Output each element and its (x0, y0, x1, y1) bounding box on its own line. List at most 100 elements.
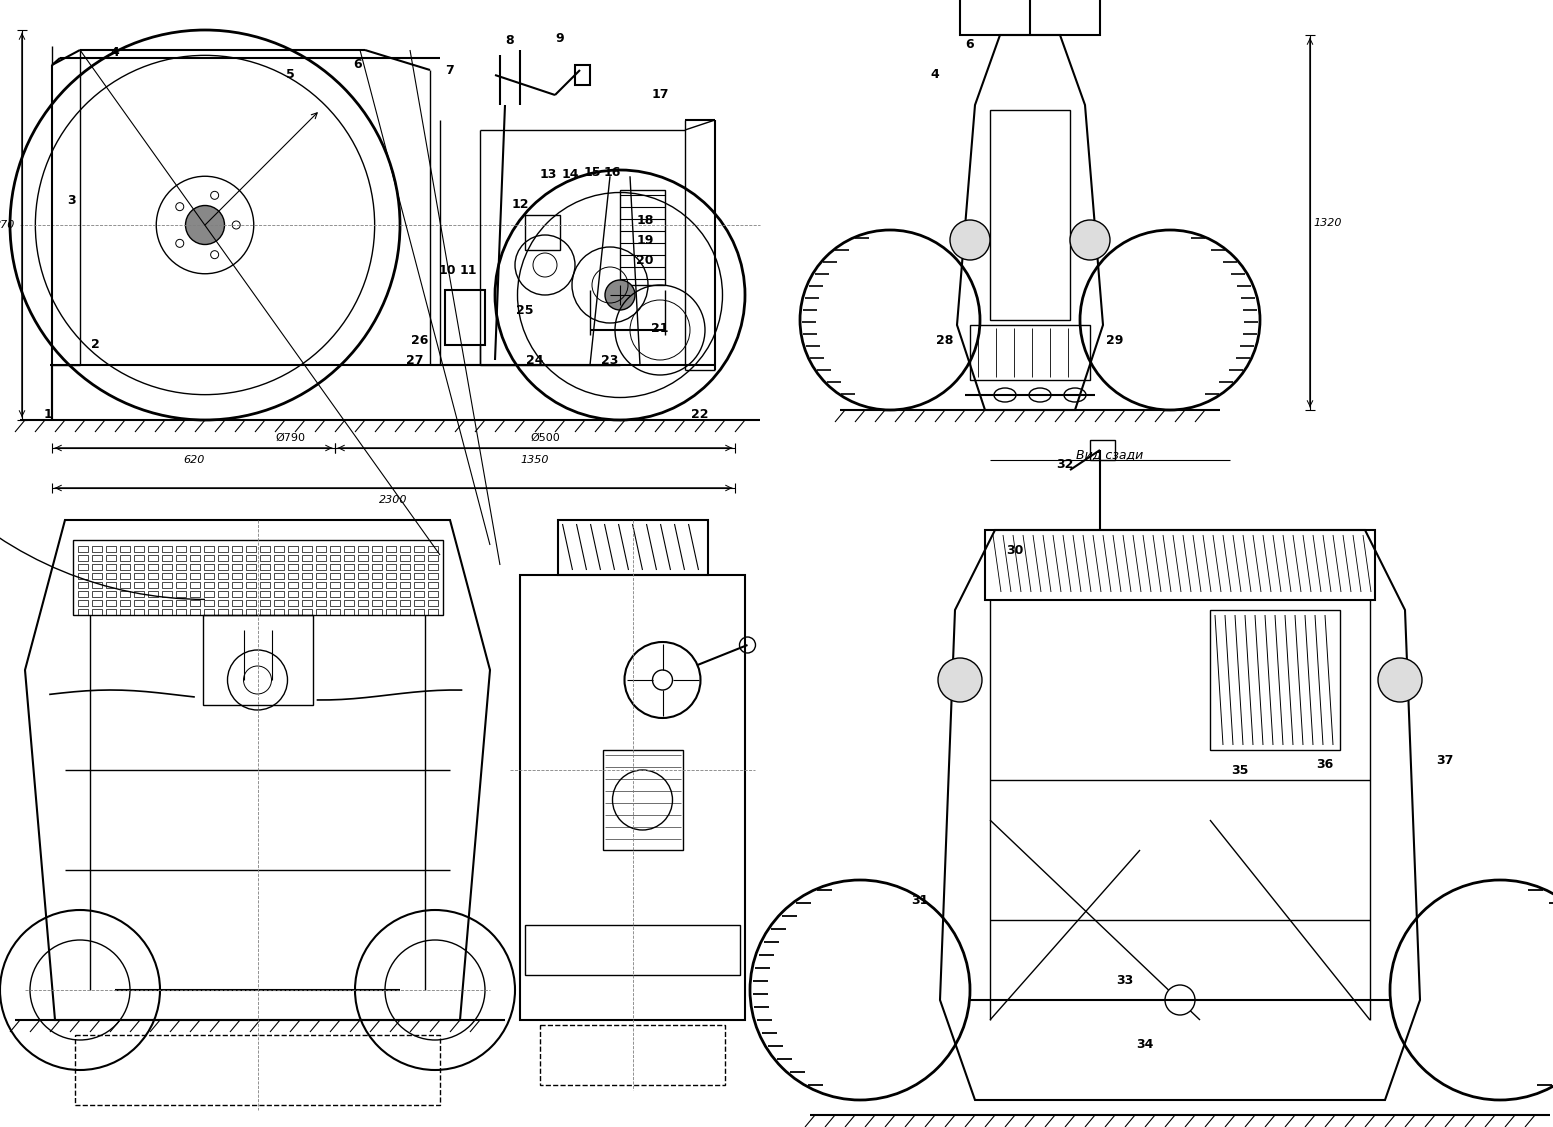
Text: 23: 23 (601, 354, 618, 366)
Bar (175, 591, 185, 597)
Bar (399, 545, 410, 552)
Bar (120, 582, 129, 588)
Text: 36: 36 (1317, 758, 1334, 772)
Circle shape (950, 220, 989, 260)
Bar (343, 600, 354, 606)
Bar (385, 564, 396, 570)
Bar (385, 600, 396, 606)
Bar (231, 554, 242, 561)
Bar (162, 600, 171, 606)
Bar (399, 591, 410, 597)
Bar (175, 564, 185, 570)
Bar (343, 573, 354, 579)
Bar (189, 591, 199, 597)
Bar (217, 545, 227, 552)
Bar (273, 609, 284, 615)
Bar (162, 582, 171, 588)
Text: 6: 6 (966, 38, 974, 52)
Text: 22: 22 (691, 408, 708, 421)
Bar (231, 573, 242, 579)
Bar (189, 573, 199, 579)
Text: 8: 8 (506, 34, 514, 46)
Bar (315, 591, 326, 597)
Bar (371, 564, 382, 570)
Circle shape (1378, 658, 1423, 702)
Bar (189, 609, 199, 615)
Bar (162, 591, 171, 597)
Circle shape (606, 279, 635, 310)
Bar (413, 545, 424, 552)
Bar (189, 600, 199, 606)
Bar (134, 591, 143, 597)
Bar (92, 564, 101, 570)
Bar (301, 573, 312, 579)
Bar (343, 591, 354, 597)
Bar (245, 564, 256, 570)
Bar (78, 545, 87, 552)
Bar (106, 545, 115, 552)
Text: 30: 30 (1006, 543, 1023, 557)
Bar (329, 545, 340, 552)
Bar (620, 190, 665, 285)
Bar (203, 582, 213, 588)
Bar (134, 600, 143, 606)
Circle shape (211, 192, 219, 199)
Bar (287, 545, 298, 552)
Bar (106, 582, 115, 588)
Bar (385, 554, 396, 561)
Text: 2: 2 (90, 338, 99, 352)
Bar (148, 582, 157, 588)
Bar (371, 573, 382, 579)
Bar (413, 600, 424, 606)
Bar (203, 554, 213, 561)
Bar (287, 600, 298, 606)
Bar (92, 600, 101, 606)
Circle shape (938, 658, 981, 702)
Bar (134, 609, 143, 615)
Bar (189, 545, 199, 552)
Bar (259, 554, 270, 561)
Bar (399, 609, 410, 615)
Bar (148, 554, 157, 561)
Bar (315, 600, 326, 606)
Bar (603, 749, 682, 850)
Bar (175, 600, 185, 606)
Bar (106, 573, 115, 579)
Bar (231, 600, 242, 606)
Bar (315, 554, 326, 561)
Bar (162, 573, 171, 579)
Bar (989, 110, 1070, 320)
Bar (413, 554, 424, 561)
Text: 34: 34 (1137, 1038, 1154, 1051)
Bar (315, 582, 326, 588)
Text: 28: 28 (936, 334, 954, 346)
Bar (371, 600, 382, 606)
Bar (175, 554, 185, 561)
Bar (203, 609, 213, 615)
Bar (343, 554, 354, 561)
Bar (175, 609, 185, 615)
Bar (427, 554, 438, 561)
Bar (73, 540, 443, 615)
Bar (357, 582, 368, 588)
Bar (92, 591, 101, 597)
Text: 21: 21 (651, 321, 669, 335)
Bar (120, 609, 129, 615)
Bar (148, 609, 157, 615)
Bar (399, 564, 410, 570)
Bar (75, 1035, 439, 1104)
Text: 4: 4 (110, 45, 120, 59)
Bar (427, 591, 438, 597)
Text: 18: 18 (637, 213, 654, 227)
Bar (413, 582, 424, 588)
Bar (427, 582, 438, 588)
Bar (273, 600, 284, 606)
Bar (92, 573, 101, 579)
Bar (203, 564, 213, 570)
Text: 17: 17 (651, 89, 669, 101)
Bar (301, 554, 312, 561)
Bar (245, 591, 256, 597)
Bar (315, 573, 326, 579)
Bar (92, 545, 101, 552)
Circle shape (175, 203, 183, 211)
